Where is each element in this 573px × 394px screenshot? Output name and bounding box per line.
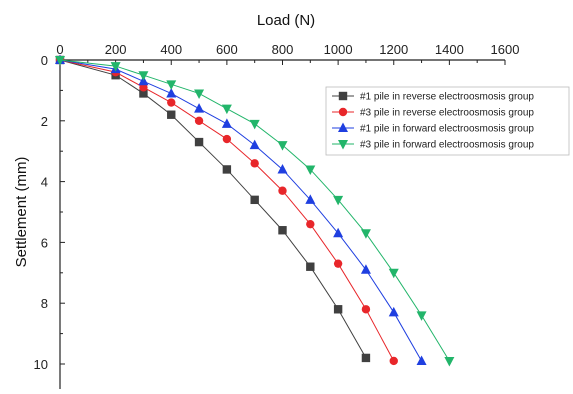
data-point <box>167 98 176 107</box>
series-line <box>59 59 367 359</box>
x-tick-label: 1600 <box>491 42 520 57</box>
data-point <box>338 122 348 132</box>
legend-label: #1 pile in reverse electroosmosis group <box>360 92 534 103</box>
data-point <box>333 259 343 268</box>
legend-label: #3 pile in reverse electroosmosis group <box>360 108 534 119</box>
data-point <box>55 56 65 66</box>
legend-label: #3 pile in forward electroosmosis group <box>360 140 534 151</box>
data-point <box>249 139 260 150</box>
data-point <box>194 89 205 99</box>
legend-item: #1 pile in forward electroosmosis group <box>332 122 534 135</box>
series-1 <box>55 55 371 363</box>
data-point <box>221 118 232 128</box>
data-point <box>278 226 287 235</box>
data-point <box>222 165 232 174</box>
x-tick-label: 400 <box>160 42 182 57</box>
x-tick-label: 1000 <box>324 42 353 57</box>
data-point <box>277 141 288 151</box>
data-point <box>333 227 344 238</box>
data-point <box>194 137 204 147</box>
x-tick-label: 0 <box>56 42 63 57</box>
y-tick-label: 6 <box>41 235 48 250</box>
data-point <box>306 262 315 271</box>
y-tick-label: 8 <box>41 296 48 311</box>
axes: 0 200 400 600 800 1000 1200 1400 1600 0 2 4 6 8 10 <box>34 42 520 389</box>
data-point <box>110 62 121 72</box>
legend-item: #1 pile in reverse electroosmosis group <box>332 92 534 103</box>
legend-box <box>325 86 570 156</box>
legend-item: #3 pile in reverse electroosmosis group <box>332 108 534 119</box>
series-4 <box>55 56 455 367</box>
data-point <box>444 356 455 367</box>
data-point <box>250 195 259 205</box>
data-point <box>166 80 177 90</box>
data-point <box>361 305 371 314</box>
x-tick-label: 1200 <box>379 42 408 57</box>
data-point <box>221 104 232 115</box>
x-tick-label: 600 <box>216 42 238 57</box>
legend-label: #1 pile in forward electroosmosis group <box>360 124 534 135</box>
y-axis-title: Settlement (mm) <box>13 157 30 268</box>
data-point <box>416 311 427 321</box>
data-point <box>388 268 399 279</box>
data-point <box>389 356 398 366</box>
data-point <box>167 110 176 119</box>
data-point <box>194 116 204 126</box>
x-tick-label: 800 <box>272 42 294 57</box>
legend-item: #3 pile in forward electroosmosis group <box>332 140 534 151</box>
data-point <box>306 219 315 229</box>
data-point <box>249 119 260 130</box>
data-point <box>360 229 371 239</box>
legend: #1 pile in reverse electroosmosis group #… <box>325 86 570 156</box>
x-tick-label: 1400 <box>435 42 464 57</box>
y-tick-label: 0 <box>41 53 48 68</box>
data-point <box>338 140 348 150</box>
data-point <box>222 134 232 144</box>
data-point <box>250 159 259 168</box>
data-point <box>361 353 371 363</box>
data-point <box>278 186 287 195</box>
data-point <box>305 194 316 204</box>
data-point <box>139 89 148 98</box>
data-point <box>194 103 205 113</box>
data-point <box>305 165 316 175</box>
data-point <box>416 355 427 365</box>
data-point <box>388 306 399 317</box>
data-point <box>338 91 348 101</box>
data-point <box>333 195 344 206</box>
x-tick-label: 200 <box>105 42 127 57</box>
data-point <box>166 87 177 98</box>
y-tick-label: 4 <box>41 175 48 190</box>
data-point <box>360 264 371 274</box>
y-tick-label: 10 <box>34 357 48 372</box>
data-point <box>333 305 343 314</box>
plot-area <box>55 54 455 367</box>
x-axis-title: Load (N) <box>257 12 315 29</box>
series-3 <box>55 54 427 365</box>
y-tick-label: 2 <box>41 114 48 129</box>
data-point <box>138 71 149 81</box>
data-point <box>338 107 348 117</box>
series-line <box>59 59 450 362</box>
data-point <box>277 163 288 174</box>
